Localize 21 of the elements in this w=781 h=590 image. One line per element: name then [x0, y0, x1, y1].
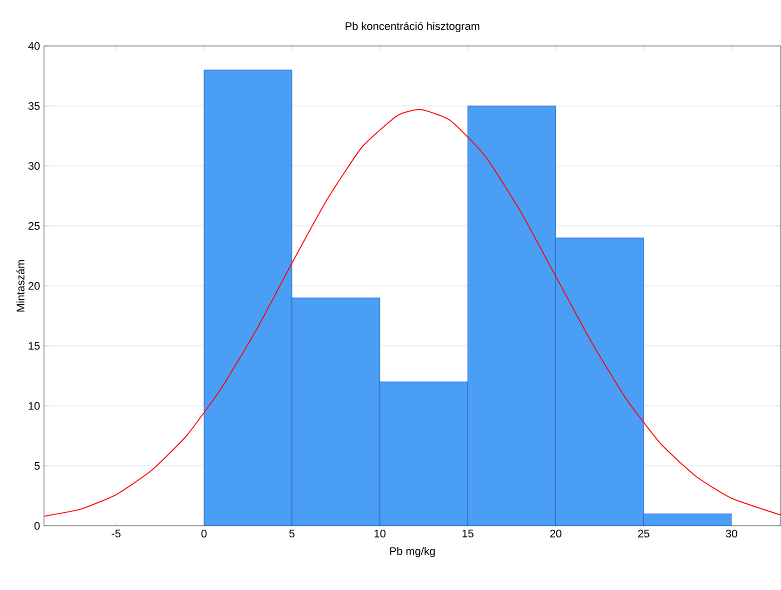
line-series	[44, 109, 781, 517]
y-tick-label: 40	[28, 42, 40, 50]
x-tick-label: -5	[112, 530, 120, 538]
x-tick-label: 0	[201, 530, 207, 538]
x-tick-label: 20	[550, 530, 562, 538]
x-tick-label: 10	[374, 530, 386, 538]
y-tick-label: 15	[28, 342, 40, 350]
y-tick-label: 30	[28, 162, 40, 170]
y-tick-label: 25	[28, 222, 40, 230]
y-tick-label: 0	[34, 522, 40, 530]
chart-title: Pb koncentráció hisztogram	[346, 22, 480, 32]
y-axis-title: Mintaszám	[16, 260, 24, 312]
y-tick-label: 35	[28, 102, 40, 110]
x-axis-title: Pb mg/kg	[390, 547, 435, 558]
y-tick-label: 5	[34, 462, 40, 470]
x-tick-label: 25	[638, 530, 650, 538]
y-tick-label: 10	[28, 402, 40, 410]
x-tick-label: 30	[726, 530, 738, 538]
y-tick-label: 20	[28, 282, 40, 290]
x-tick-label: 5	[289, 530, 295, 538]
x-tick-label: 15	[462, 530, 474, 538]
